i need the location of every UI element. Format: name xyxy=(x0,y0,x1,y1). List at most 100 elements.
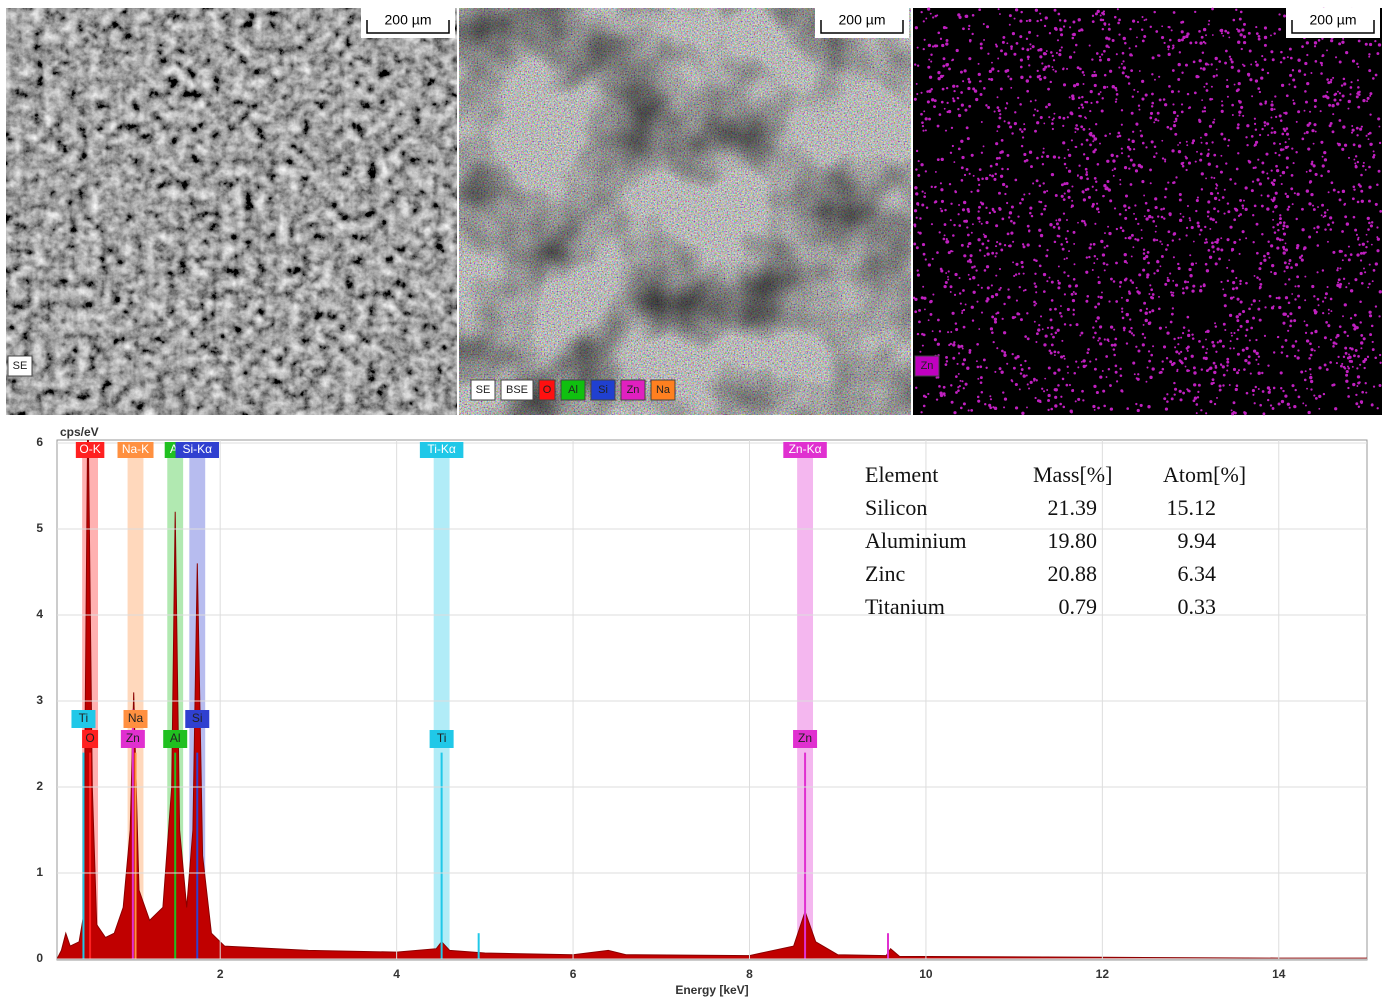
dot xyxy=(1155,152,1157,154)
dot xyxy=(1260,263,1262,265)
dot xyxy=(972,276,975,279)
dot xyxy=(945,272,947,274)
dot xyxy=(980,42,983,45)
dot xyxy=(936,251,939,254)
dot xyxy=(1309,111,1311,113)
dot xyxy=(1043,390,1045,392)
dot xyxy=(1156,269,1159,272)
dot xyxy=(985,207,987,209)
dot xyxy=(1051,343,1054,346)
dot xyxy=(1297,285,1300,288)
dot xyxy=(1026,90,1029,93)
dot xyxy=(1335,56,1337,58)
dot xyxy=(1304,90,1307,93)
dot xyxy=(1145,255,1148,258)
dot xyxy=(1069,384,1071,386)
dot xyxy=(969,173,971,175)
dot xyxy=(1195,262,1197,264)
dot xyxy=(1238,313,1241,316)
dot xyxy=(1123,204,1126,207)
dot xyxy=(1180,21,1183,24)
dot xyxy=(1361,282,1364,285)
dot xyxy=(1121,390,1123,392)
dot xyxy=(1062,141,1065,144)
dot xyxy=(1279,238,1282,241)
dot xyxy=(1326,78,1329,81)
dot xyxy=(1043,76,1046,79)
dot xyxy=(1019,128,1022,131)
dot xyxy=(1152,293,1155,296)
dot xyxy=(1283,232,1286,235)
dot xyxy=(1332,251,1335,254)
dot xyxy=(1147,251,1150,254)
dot xyxy=(1045,106,1048,109)
dot xyxy=(1197,391,1199,393)
dot xyxy=(1185,366,1187,368)
dot xyxy=(1076,128,1079,131)
dot xyxy=(1085,300,1088,303)
dot xyxy=(1108,300,1110,302)
dot xyxy=(1157,215,1159,217)
dot xyxy=(915,387,917,389)
dot xyxy=(1017,215,1019,217)
dot xyxy=(990,78,993,81)
dot xyxy=(1307,147,1310,150)
dot xyxy=(1145,217,1148,220)
dot xyxy=(1375,203,1378,206)
dot xyxy=(1342,95,1345,98)
dot xyxy=(966,367,969,370)
dot xyxy=(1253,241,1255,243)
dot xyxy=(923,48,925,50)
dot xyxy=(1130,69,1133,72)
dot xyxy=(1322,312,1324,314)
dot xyxy=(1300,371,1303,374)
dot xyxy=(995,313,997,315)
dot xyxy=(1355,165,1357,167)
dot xyxy=(1256,276,1259,279)
dot xyxy=(989,212,991,214)
dot xyxy=(946,238,948,240)
dot xyxy=(960,380,962,382)
dot xyxy=(1012,32,1015,35)
dot xyxy=(1075,146,1077,148)
dot xyxy=(997,58,999,60)
dot xyxy=(997,96,999,98)
dot xyxy=(1367,228,1370,231)
dot xyxy=(1141,180,1144,183)
dot xyxy=(1295,389,1297,391)
dot xyxy=(1024,289,1026,291)
dot xyxy=(1077,398,1080,401)
dot xyxy=(989,406,992,409)
dot xyxy=(1151,105,1153,107)
dot xyxy=(1327,223,1330,226)
dot xyxy=(1136,377,1138,379)
dot xyxy=(1328,313,1330,315)
dot xyxy=(995,245,997,247)
dot xyxy=(1102,370,1104,372)
dot xyxy=(1000,49,1003,52)
dot xyxy=(1254,402,1256,404)
dot xyxy=(1278,402,1281,405)
dot xyxy=(1348,157,1350,159)
dot xyxy=(1112,39,1115,42)
dot xyxy=(1163,98,1166,101)
x-tick-label: 10 xyxy=(919,967,933,981)
dot xyxy=(1346,222,1349,225)
dot xyxy=(927,393,929,395)
dot xyxy=(1155,231,1157,233)
dot xyxy=(1082,191,1084,193)
dot xyxy=(1046,190,1048,192)
dot xyxy=(1147,405,1150,408)
dot xyxy=(920,92,922,94)
dot xyxy=(1261,233,1263,235)
dot xyxy=(973,265,975,267)
dot xyxy=(1274,95,1276,97)
dot xyxy=(1280,175,1282,177)
dot xyxy=(1241,28,1244,31)
dot xyxy=(1368,56,1370,58)
dot xyxy=(985,367,987,369)
dot xyxy=(1034,282,1036,284)
dot xyxy=(1103,184,1106,187)
dot xyxy=(1063,213,1065,215)
dot xyxy=(977,396,980,399)
